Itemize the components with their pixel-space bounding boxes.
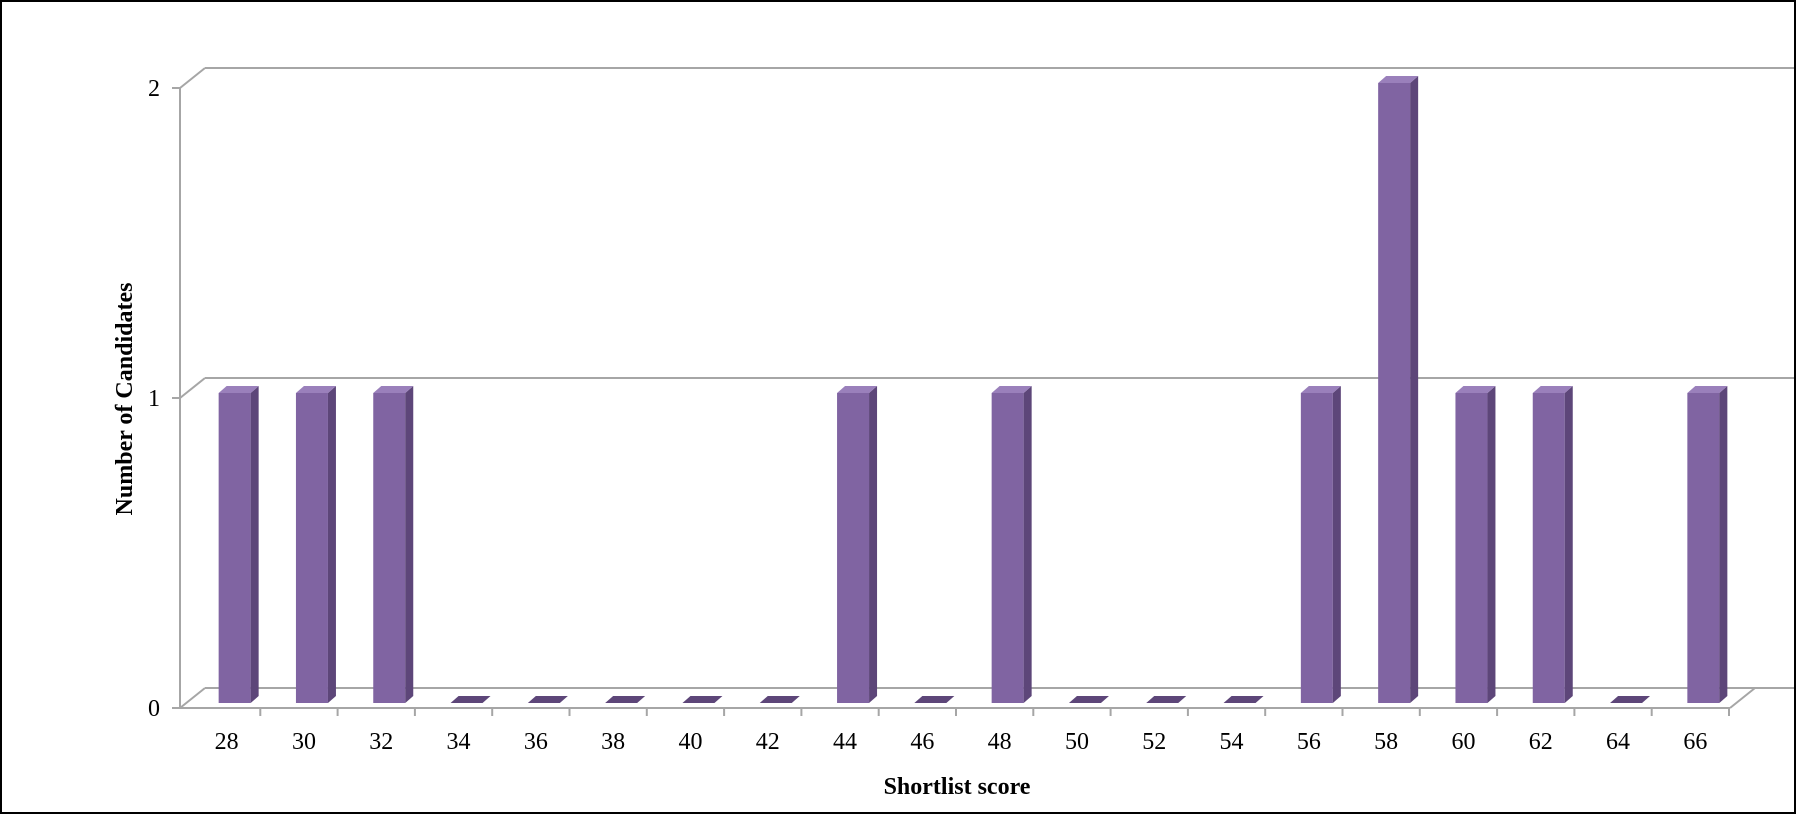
- bar-top: [1532, 386, 1573, 393]
- bar: [1378, 83, 1411, 703]
- x-tick-label: 60: [1451, 729, 1475, 755]
- bar: [218, 393, 251, 703]
- bar-top: [295, 386, 336, 393]
- bar-side: [1023, 386, 1032, 703]
- bar-zero: [605, 696, 646, 703]
- bar-side: [1564, 386, 1573, 703]
- bar-zero: [527, 696, 568, 703]
- x-tick-label: 54: [1220, 729, 1244, 755]
- x-tick-label: 62: [1529, 729, 1553, 755]
- y-tick-label: 0: [148, 696, 160, 722]
- bar-side: [327, 386, 336, 703]
- bar-side: [1719, 386, 1728, 703]
- x-tick-label: 44: [833, 729, 857, 755]
- x-tick-label: 46: [910, 729, 934, 755]
- x-tick-label: 52: [1142, 729, 1166, 755]
- gridline-side: [179, 377, 206, 399]
- x-tick-label: 66: [1683, 729, 1707, 755]
- bar-zero: [682, 696, 723, 703]
- bar-top: [1378, 76, 1419, 83]
- x-tick-label: 58: [1374, 729, 1398, 755]
- bar-side: [1332, 386, 1341, 703]
- bar: [1455, 393, 1488, 703]
- bar-top: [1455, 386, 1496, 393]
- y-axis-title: Number of Candidates: [112, 283, 138, 516]
- x-tick-label: 56: [1297, 729, 1321, 755]
- bar-zero: [1068, 696, 1109, 703]
- y-tick-labels: 0 1 2: [148, 76, 160, 722]
- bar-top: [991, 386, 1032, 393]
- bar: [991, 393, 1024, 703]
- bars: [218, 76, 1728, 703]
- x-tick-label: 64: [1606, 729, 1630, 755]
- x-tick-label: 36: [524, 729, 548, 755]
- bar-zero: [450, 696, 491, 703]
- gridline-side: [179, 687, 206, 709]
- x-tick-label: 30: [292, 729, 316, 755]
- x-tick-label: 34: [447, 729, 471, 755]
- bar: [1532, 393, 1565, 703]
- bar: [295, 393, 328, 703]
- bar-top: [373, 386, 414, 393]
- bar: [1687, 393, 1720, 703]
- gridline-side: [179, 67, 206, 89]
- y-tick-label: 2: [148, 76, 160, 102]
- bar-top: [1300, 386, 1341, 393]
- bar-top: [837, 386, 878, 393]
- bar-zero: [1223, 696, 1264, 703]
- bar-side: [405, 386, 414, 703]
- bar: [1300, 393, 1333, 703]
- y-tick-label: 1: [148, 386, 160, 412]
- floor-right-edge: [1729, 687, 1756, 709]
- x-tick-label: 28: [215, 729, 239, 755]
- bar-top: [218, 386, 259, 393]
- bar-side: [1410, 76, 1419, 703]
- x-tick-label: 32: [369, 729, 393, 755]
- x-tick-label: 48: [988, 729, 1012, 755]
- bar-side: [250, 386, 259, 703]
- bar-zero: [1146, 696, 1187, 703]
- x-axis-title: Shortlist score: [884, 774, 1031, 800]
- x-tick-label: 40: [678, 729, 702, 755]
- bar-side: [1487, 386, 1496, 703]
- bar-top: [1687, 386, 1728, 393]
- bar: [373, 393, 406, 703]
- x-tick-labels: 28 30 32 34 36 38 40 42 44 46 48 50 52 54 56 58 60 62 64 66: [215, 729, 1708, 755]
- x-tick-label: 50: [1065, 729, 1089, 755]
- bar-side: [869, 386, 878, 703]
- bar-zero: [759, 696, 800, 703]
- bar-zero: [914, 696, 955, 703]
- axes: [172, 87, 1756, 716]
- x-tick-label: 38: [601, 729, 625, 755]
- x-tick-label: 42: [756, 729, 780, 755]
- bar-zero: [1610, 696, 1651, 703]
- bar: [837, 393, 870, 703]
